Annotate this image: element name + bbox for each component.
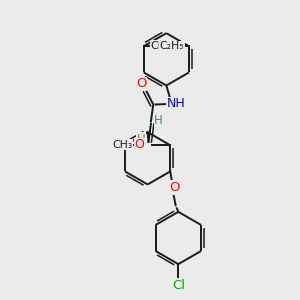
Text: H: H [136,133,145,146]
Text: C₂H₅: C₂H₅ [160,41,184,51]
Text: CH₃: CH₃ [151,41,171,51]
Text: Cl: Cl [172,279,185,292]
Text: NH: NH [167,98,185,110]
Text: O: O [169,181,180,194]
Text: H: H [154,114,163,127]
Text: O: O [136,77,147,90]
Text: O: O [134,138,144,151]
Text: CH₃: CH₃ [112,140,132,150]
